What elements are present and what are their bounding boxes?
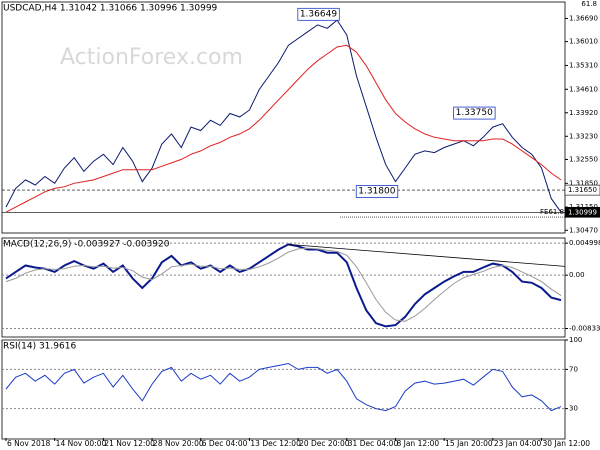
- trend-line: [288, 244, 566, 267]
- y-tick-label: 1.33920: [569, 109, 598, 117]
- x-tick-label: 21 Nov 12:00: [104, 439, 155, 448]
- price-label-box: [564, 184, 600, 196]
- y-tick-label: 100: [569, 336, 582, 344]
- x-tick-label: 6 Nov 2018: [7, 439, 50, 448]
- x-tick-label: 8 Jan 12:00: [396, 439, 439, 448]
- x-tick-label: 20 Dec 20:00: [299, 439, 350, 448]
- y-tick-label: 0.00: [569, 271, 585, 279]
- x-tick-label: 13 Dec 12:00: [250, 439, 301, 448]
- x-tick-label: 30 Jan 12:00: [543, 439, 591, 448]
- annotation-box: [355, 185, 399, 198]
- price-label: 1.31650: [568, 186, 597, 194]
- y-tick-label: 30: [569, 405, 578, 413]
- series-line: [5, 247, 562, 322]
- x-tick-label: 15 Jan 20:00: [445, 439, 493, 448]
- y-tick-label: 1.31850: [569, 179, 598, 187]
- level-label: FE61.8: [540, 208, 564, 216]
- y-tick-label: 1.30470: [569, 226, 598, 234]
- y-tick-label: 70: [569, 365, 578, 373]
- annotation-label: 1.33750: [456, 108, 493, 118]
- price-label: 1.30999: [568, 208, 597, 216]
- y-tick-label: 0.004998: [569, 239, 600, 247]
- x-tick-label: 23 Jan 04:00: [494, 439, 542, 448]
- x-tick-label: 14 Nov 00:00: [56, 439, 107, 448]
- x-tick-label: 31 Dec 04:00: [348, 439, 399, 448]
- panel-frame: [1, 1, 566, 234]
- price-label-box: [564, 206, 600, 218]
- y-tick-label: 1.34610: [569, 85, 598, 93]
- annotation-box: [453, 106, 496, 120]
- series-line: [5, 19, 562, 213]
- rsi-title: RSI(14) 31.9616: [3, 342, 76, 352]
- annotation-label: 1.31800: [358, 186, 395, 196]
- panel-frame: [1, 339, 566, 440]
- watermark: ActionForex.com: [60, 45, 243, 70]
- x-tick-label: 28 Nov 20:00: [153, 439, 204, 448]
- macd-title: MACD(12,26,9) -0.003927 -0.003920: [3, 240, 170, 250]
- annotation-box: [297, 7, 340, 21]
- series-line: [5, 44, 562, 213]
- panel-frame: [1, 237, 566, 338]
- y-tick-label: -0.00833: [569, 325, 600, 333]
- corner-label: 61.8: [581, 0, 597, 8]
- y-tick-label: 1.33230: [569, 132, 598, 140]
- annotation-label: 1.36649: [300, 9, 337, 19]
- y-tick-label: 1.32550: [569, 155, 598, 163]
- y-tick-label: 1.35310: [569, 61, 598, 69]
- y-tick-label: 1.36690: [569, 14, 598, 22]
- x-tick-label: 6 Dec 04:00: [202, 439, 248, 448]
- y-tick-label: 1.36010: [569, 38, 598, 46]
- series-line: [5, 362, 562, 412]
- main-title: USDCAD,H4 1.31042 1.31066 1.30996 1.3099…: [3, 4, 218, 14]
